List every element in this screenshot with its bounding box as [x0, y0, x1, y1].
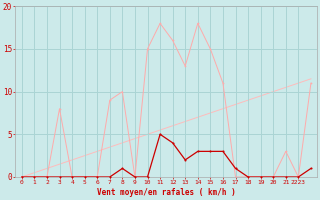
X-axis label: Vent moyen/en rafales ( km/h ): Vent moyen/en rafales ( km/h )	[97, 188, 236, 197]
